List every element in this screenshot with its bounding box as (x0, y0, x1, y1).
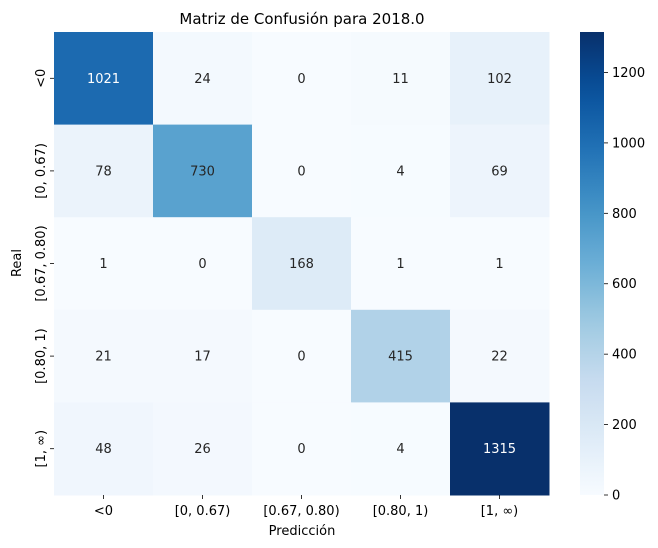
heatmap-cell (153, 124, 253, 218)
cell-value-label: 0 (198, 257, 206, 272)
heatmap-cell (351, 402, 451, 496)
heatmap-cell (351, 32, 451, 126)
x-tick-label: [0.80, 1) (373, 504, 429, 519)
cell-value-label: 0 (297, 442, 305, 457)
heatmap-cells (54, 32, 550, 496)
y-tick-label: [0.80, 1) (34, 328, 49, 384)
cell-value-label: 4 (396, 164, 404, 179)
heatmap-cell (153, 402, 253, 496)
heatmap-cell (252, 124, 352, 218)
heatmap-cell (351, 124, 451, 218)
heatmap-cell (450, 217, 550, 311)
heatmap-cell (54, 309, 154, 403)
cell-value-label: 69 (491, 164, 508, 179)
cell-value-label: 0 (297, 72, 305, 87)
y-tick-label: [1, ∞) (34, 430, 49, 468)
heatmap-cell (153, 217, 253, 311)
cell-value-label: 4 (396, 442, 404, 457)
cell-value-label: 102 (487, 72, 512, 87)
heatmap-cell (252, 309, 352, 403)
colorbar-tick-label: 1000 (612, 136, 645, 151)
y-tick-label: <0 (34, 69, 49, 88)
x-tick-label: [0, 0.67) (175, 504, 231, 519)
colorbar-tick-label: 800 (612, 207, 637, 222)
colorbar-tick-label: 400 (612, 348, 637, 363)
cell-value-label: 22 (491, 350, 508, 365)
colorbar-tick-label: 1200 (612, 66, 645, 81)
cell-value-label: 48 (95, 442, 112, 457)
heatmap-cell (54, 124, 154, 218)
chart-title: Matriz de Confusión para 2018.0 (179, 10, 424, 28)
heatmap-cell (351, 309, 451, 403)
x-tick-label: [1, ∞) (481, 504, 519, 519)
heatmap-cell (450, 32, 550, 126)
heatmap-cell (450, 124, 550, 218)
x-axis-ticks: <0 [0, 0.67) [0.67, 0.80) [0.80, 1) [1, ∞) (94, 495, 518, 519)
cell-value-label: 17 (194, 350, 211, 365)
cell-value-label: 415 (388, 350, 413, 365)
colorbar: 0 200 400 600 800 1000 1200 (580, 32, 645, 504)
y-axis-label: Real (10, 249, 25, 277)
cell-value-label: 1315 (483, 442, 516, 457)
colorbar-tick-label: 600 (612, 277, 637, 292)
x-axis-label: Predicción (269, 524, 336, 539)
cell-value-label: 26 (194, 442, 211, 457)
cell-value-label: 78 (95, 164, 112, 179)
colorbar-tick-label: 0 (612, 489, 620, 504)
heatmap-cell (252, 32, 352, 126)
cell-value-label: 11 (392, 72, 409, 87)
cell-value-label: 1 (495, 257, 503, 272)
heatmap-cell (153, 309, 253, 403)
y-axis-ticks: <0 [0, 0.67) [0.67, 0.80) [0.80, 1) [1, ∞) (34, 69, 54, 468)
heatmap-cell (450, 402, 550, 496)
cell-value-label: 1 (396, 257, 404, 272)
heatmap-cell (351, 217, 451, 311)
x-tick-label: <0 (94, 504, 113, 519)
cell-value-label: 21 (95, 350, 112, 365)
x-tick-label: [0.67, 0.80) (263, 504, 339, 519)
cell-value-label: 0 (297, 164, 305, 179)
heatmap-cell (252, 402, 352, 496)
cell-value-label: 730 (190, 164, 215, 179)
heatmap-cell (54, 402, 154, 496)
heatmap-cell (54, 217, 154, 311)
heatmap-cell (450, 309, 550, 403)
y-tick-label: [0.67, 0.80) (34, 225, 49, 301)
cell-value-label: 24 (194, 72, 211, 87)
heatmap-cell (54, 32, 154, 126)
colorbar-gradient (580, 32, 604, 495)
y-tick-label: [0, 0.67) (34, 143, 49, 199)
cell-value-label: 1 (99, 257, 107, 272)
cell-value-label: 168 (289, 257, 314, 272)
cell-value-label: 0 (297, 350, 305, 365)
cell-value-label: 1021 (87, 72, 120, 87)
colorbar-tick-label: 200 (612, 418, 637, 433)
heatmap-cell (252, 217, 352, 311)
heatmap-cell (153, 32, 253, 126)
